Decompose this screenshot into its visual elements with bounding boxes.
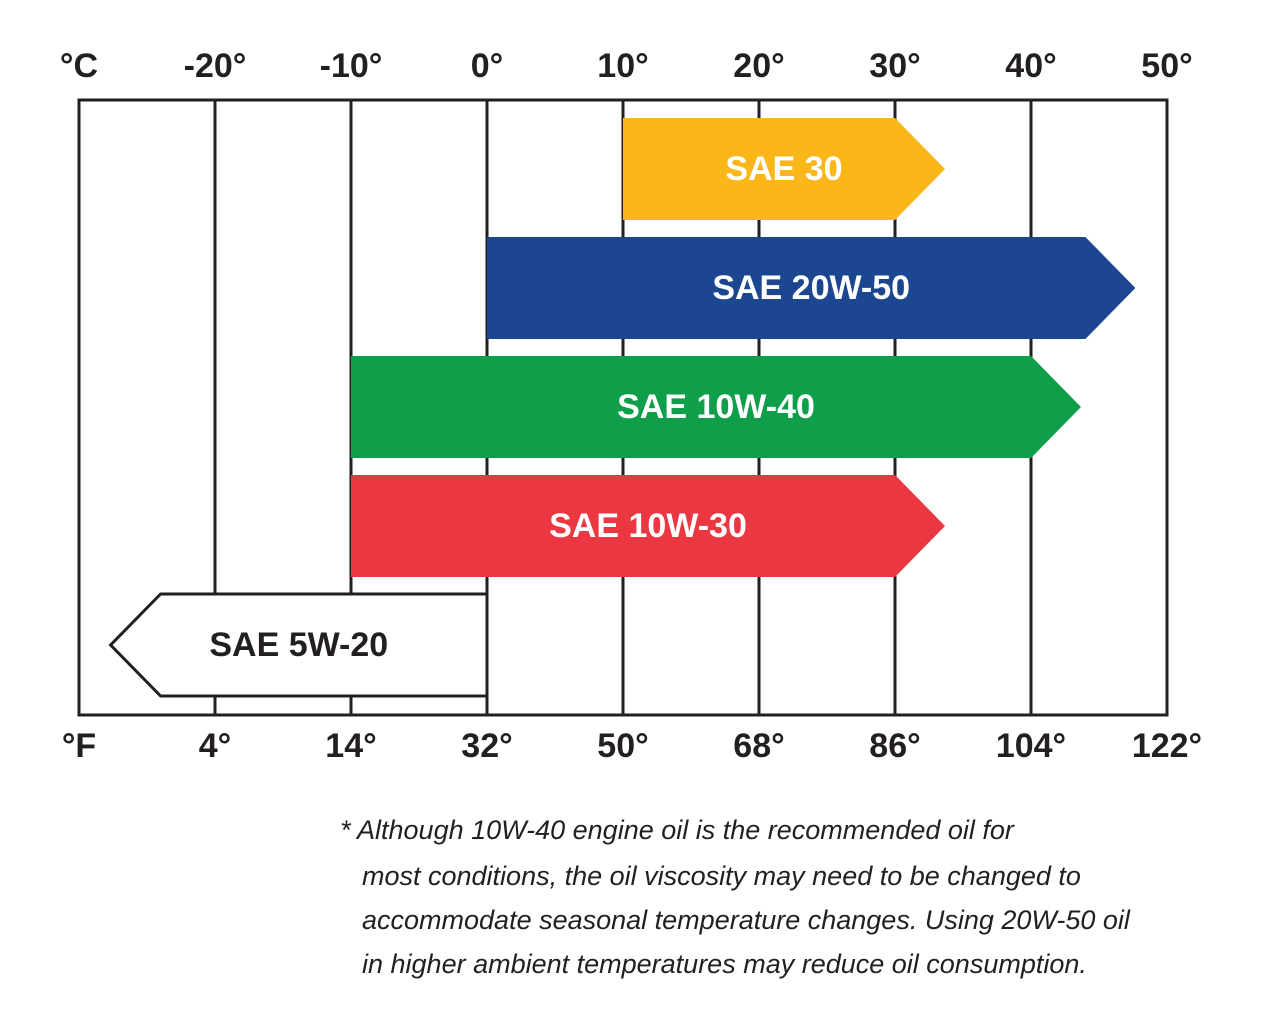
note-line: * Although 10W-40 engine oil is the reco… <box>340 815 1015 845</box>
note-line: most conditions, the oil viscosity may n… <box>362 861 1081 891</box>
bar-label: SAE 30 <box>725 150 842 188</box>
x2-tick-label: 122° <box>1132 727 1202 765</box>
x2-tick-label: 14° <box>325 727 376 765</box>
x-tick-label: -20° <box>184 47 247 85</box>
x-tick-label: -10° <box>320 47 383 85</box>
x-tick-label: 20° <box>733 47 784 85</box>
x2-tick-label: 32° <box>461 727 512 765</box>
x-tick-label: 50° <box>1141 47 1192 85</box>
bar-label: SAE 20W-50 <box>712 269 910 307</box>
bar-label: SAE 10W-30 <box>549 507 747 545</box>
x-tick-label: 40° <box>1005 47 1056 85</box>
x2-tick-label: 86° <box>869 727 920 765</box>
note-line: accommodate seasonal temperature changes… <box>362 905 1131 935</box>
bar-label: SAE 10W-40 <box>617 388 815 426</box>
x-tick-label: °C <box>60 47 98 85</box>
range-bar <box>487 237 1136 339</box>
range-bar <box>351 356 1081 458</box>
x2-tick-label: 50° <box>597 727 648 765</box>
x2-tick-label: 104° <box>996 727 1066 765</box>
x2-tick-label: 4° <box>199 727 232 765</box>
bar-label: SAE 5W-20 <box>209 626 388 664</box>
x2-tick-label: 68° <box>733 727 784 765</box>
plot-frame <box>77 98 1169 717</box>
x-tick-label: 0° <box>471 47 504 85</box>
x-tick-label: 30° <box>869 47 920 85</box>
range-bar <box>351 475 945 577</box>
range-bar <box>623 118 945 220</box>
x2-tick-label: °F <box>62 727 96 765</box>
note-line: in higher ambient temperatures may reduc… <box>362 949 1087 979</box>
x-tick-label: 10° <box>597 47 648 85</box>
range-bar <box>108 592 489 698</box>
